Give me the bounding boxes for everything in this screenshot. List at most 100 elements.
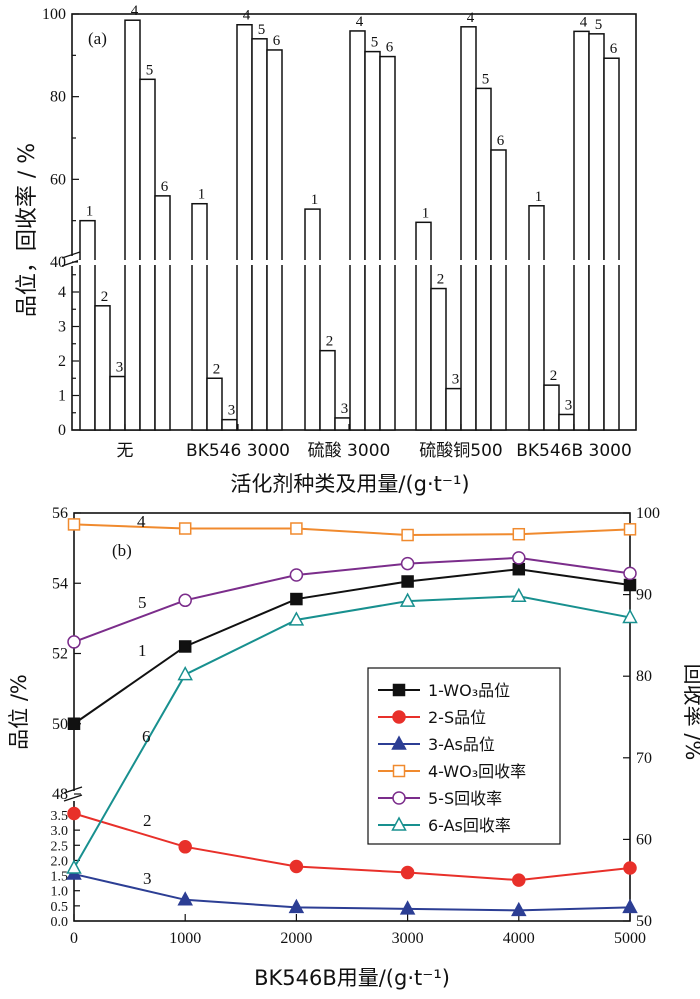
y-right-tick-label: 80 — [636, 668, 652, 685]
bar-series-3 — [558, 413, 575, 431]
panel-b-ticks: 0 1000 2000 3000 4000 500048505254560.00.51.0… — [51, 505, 661, 947]
panel-b-chart: (b) 0 1000 2000 3000 4000 500048505254560.00.… — [7, 505, 700, 990]
data-point — [288, 898, 305, 914]
bar-series-1 — [415, 221, 432, 431]
bar-label: 5 — [371, 35, 379, 51]
data-point — [67, 518, 81, 531]
y-right-tick-label: 50 — [636, 913, 652, 930]
bar-series-5 — [364, 50, 381, 431]
x-tick-label: 2000 — [280, 930, 312, 947]
y-tick-label: 1 — [58, 388, 66, 405]
panel-b-frame — [73, 512, 631, 922]
data-point — [512, 527, 526, 541]
bar-series-1 — [528, 205, 545, 431]
bar-series-6 — [603, 57, 620, 431]
bar-label: 2 — [550, 368, 558, 384]
legend-swatch-marker — [391, 735, 407, 750]
bar-series-6 — [490, 149, 507, 431]
y-left-tick-label: 54 — [52, 575, 68, 592]
data-point — [512, 562, 526, 576]
bar-label: 4 — [467, 10, 475, 26]
y-tick-label: 3 — [58, 319, 66, 336]
bar-series-4 — [349, 30, 366, 431]
category-label: 硫酸 3000 — [308, 441, 391, 461]
x-tick-label: 0 — [70, 930, 78, 947]
data-point — [512, 551, 526, 565]
panel-a-axis-break-mask — [62, 256, 82, 266]
series-label-3: 3 — [143, 869, 152, 888]
y-tick-label: 100 — [42, 6, 66, 23]
bar-series-3 — [221, 418, 238, 431]
y-left-tick-label: 0.5 — [51, 900, 69, 915]
data-point — [178, 593, 192, 608]
x-tick-label: 1000 — [169, 930, 201, 947]
panel-a-x-axis-label: 活化剂种类及用量/(g·t⁻¹) — [230, 472, 469, 496]
bar-series-2 — [543, 384, 560, 431]
y-left-tick-label: 3.0 — [51, 824, 69, 839]
category-label: BK546 3000 — [186, 441, 290, 461]
bar-series-2 — [206, 377, 223, 431]
bar-label: 6 — [610, 41, 618, 57]
data-point — [622, 608, 638, 624]
panel-a-break-band — [78, 260, 634, 265]
x-tick-label: 3000 — [392, 930, 424, 947]
series-line-4 — [73, 523, 631, 537]
bar-label: 2 — [213, 361, 221, 377]
legend-label: 4-WO₃回收率 — [428, 762, 526, 781]
y-left-tick-label: 2.0 — [51, 854, 69, 869]
bar-series-5 — [139, 78, 156, 431]
panel-b-series: 1 2 3 4 5 6 — [66, 512, 638, 917]
series-line-3 — [73, 873, 631, 912]
panel-b-axis-break-mark — [63, 786, 83, 794]
data-point — [401, 575, 414, 588]
bar-series-1 — [304, 208, 321, 431]
data-point — [67, 806, 81, 821]
panel-a-y-ticks: 40 60 80 100 0 1 2 3 4 — [42, 6, 79, 439]
data-point — [399, 900, 416, 915]
data-point — [177, 891, 193, 906]
bar-label: 1 — [86, 204, 94, 220]
panel-b-legend: 1-WO₃品位 2-S品位 3-As品位 4-WO₃回收率 5-S回收率 6-As回收率 — [367, 667, 561, 845]
bar-series-1 — [191, 202, 208, 431]
y-left-tick-label: 52 — [52, 646, 68, 663]
bar-label: 3 — [452, 372, 460, 388]
bar-label: 5 — [146, 62, 154, 78]
panel-a-categories: 无 BK546 3000 硫酸 3000 硫酸铜500 BK546B 3000 — [117, 424, 632, 461]
legend-label: 5-S回收率 — [428, 789, 502, 808]
bar-label: 1 — [198, 187, 206, 203]
data-point — [67, 717, 81, 730]
bar-series-4 — [573, 30, 590, 431]
series-label-6: 6 — [142, 727, 151, 746]
bar-series-3 — [109, 375, 126, 431]
bar-label: 6 — [273, 33, 281, 49]
data-point — [178, 840, 192, 854]
legend-label: 1-WO₃品位 — [428, 681, 510, 700]
bar-series-5 — [588, 33, 605, 431]
category-label: BK546B 3000 — [516, 441, 632, 461]
y-right-tick-label: 70 — [636, 750, 652, 767]
legend-label: 6-As回收率 — [428, 816, 511, 835]
data-point — [511, 901, 527, 917]
bar-series-4 — [460, 26, 477, 431]
data-point — [623, 566, 637, 581]
legend-swatch-marker — [392, 710, 406, 724]
bar-label: 6 — [497, 133, 505, 149]
bar-series-6 — [379, 55, 396, 431]
y-tick-label: 4 — [58, 284, 66, 301]
bar-label: 4 — [356, 14, 364, 30]
data-point — [66, 859, 82, 874]
series-label-4: 4 — [137, 512, 146, 531]
data-point — [178, 640, 192, 653]
bar-series-3 — [334, 417, 351, 431]
data-point — [288, 611, 305, 626]
panel-a-y-axis-label: 品位，回收率 / % — [15, 143, 40, 317]
legend-swatch-marker — [391, 816, 407, 831]
category-label: 无 — [117, 441, 134, 461]
series-label-1: 1 — [138, 641, 147, 660]
bar-series-5 — [251, 38, 268, 431]
data-point — [177, 665, 193, 681]
bar-label: 4 — [580, 14, 588, 30]
data-point — [289, 859, 304, 874]
y-left-tick-label: 0.0 — [51, 915, 69, 930]
